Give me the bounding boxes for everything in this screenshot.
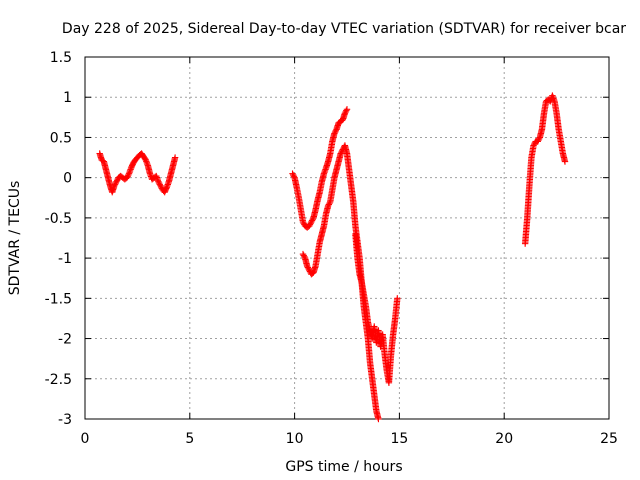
x-tick-label: 20 — [495, 431, 513, 447]
y-tick-label: -2.5 — [45, 372, 72, 388]
data-point — [326, 199, 333, 207]
y-axis-label: SDTVAR / TECUs — [7, 181, 23, 296]
data-point — [343, 107, 350, 114]
data-point — [561, 158, 569, 165]
data-point — [343, 106, 351, 113]
x-tick-label: 10 — [286, 431, 304, 447]
plot-frame — [84, 56, 610, 420]
y-tick-label: 0.5 — [50, 130, 72, 146]
chart-title: Day 228 of 2025, Sidereal Day-to-day VTE… — [62, 21, 626, 37]
y-tick-label: -2 — [58, 332, 72, 348]
y-tick-label: 0 — [63, 171, 72, 187]
data-point — [375, 415, 382, 423]
data-point — [171, 154, 179, 161]
axes: 0 5 10 15 20 25 1.5 1 0.5 0 -0.5 -1 -1.5 -2 -2.5 -3 — [45, 50, 618, 447]
y-tick-label: -1 — [58, 251, 72, 267]
data-point — [394, 295, 401, 302]
data-point — [290, 173, 298, 180]
data-point — [125, 171, 132, 179]
y-tick-label: 1 — [63, 90, 72, 106]
x-axis-label: GPS time / hours — [285, 459, 402, 475]
grid-lines — [85, 57, 609, 419]
x-tick-label: 25 — [600, 431, 618, 447]
x-tick-label: 0 — [81, 431, 90, 447]
data-points — [96, 92, 569, 423]
y-tick-label: 1.5 — [50, 50, 72, 66]
y-tick-label: -0.5 — [45, 211, 72, 227]
y-tick-label: -3 — [58, 412, 72, 428]
x-tick-label: 15 — [390, 431, 408, 447]
y-tick-label: -1.5 — [45, 291, 72, 307]
x-tick-label: 5 — [185, 431, 194, 447]
